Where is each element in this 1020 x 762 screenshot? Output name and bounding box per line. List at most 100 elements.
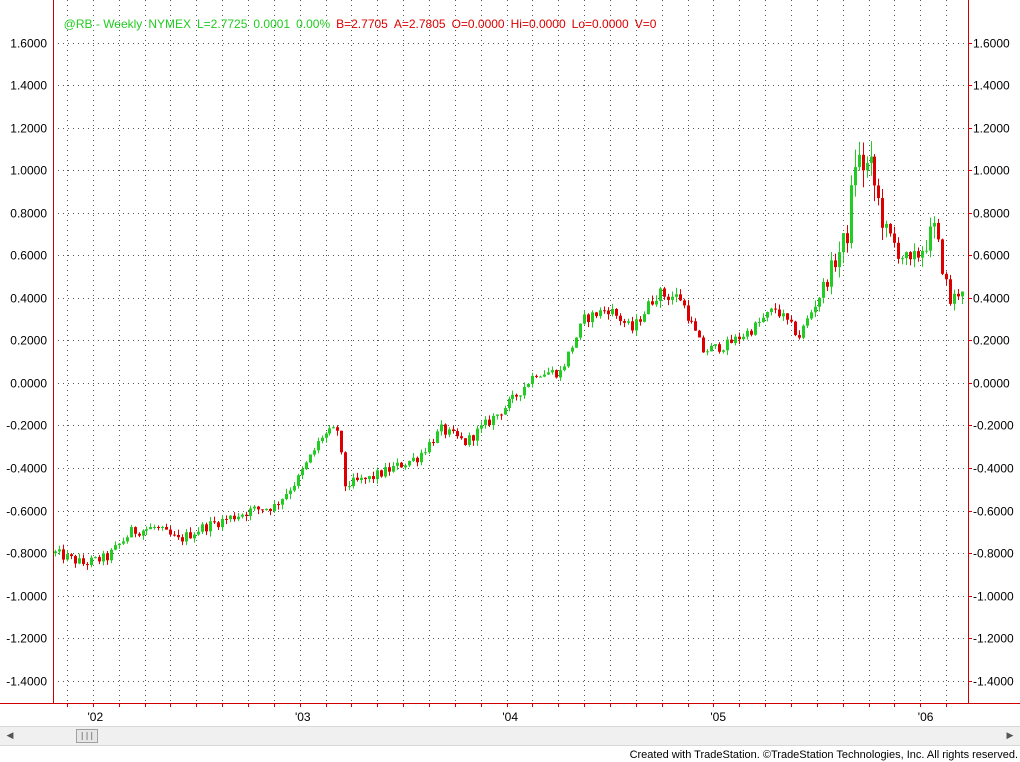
candle-body xyxy=(877,185,880,199)
candle-body xyxy=(543,374,546,377)
y-tick-label-left: -0.8000 xyxy=(6,547,47,561)
candle-body xyxy=(953,293,956,304)
y-tick-label-right: 0.8000 xyxy=(973,207,1010,221)
candle-body xyxy=(555,370,558,378)
x-tick-label: '04 xyxy=(502,710,518,724)
candle-body xyxy=(153,526,156,528)
candle-body xyxy=(595,312,598,317)
y-tick-label-right: 0.4000 xyxy=(973,292,1010,306)
candle-body xyxy=(563,366,566,371)
y-tick-label-right: 1.6000 xyxy=(973,37,1010,51)
candle-body xyxy=(344,452,347,487)
candle-body xyxy=(679,294,682,301)
candle-body xyxy=(921,250,924,258)
candle-body xyxy=(253,506,256,509)
candle-body xyxy=(317,441,320,451)
candle-body xyxy=(591,312,594,323)
candle-body xyxy=(539,376,542,378)
low-price: Lo=0.0000 xyxy=(571,17,629,31)
candle-body xyxy=(822,282,825,298)
candle-body xyxy=(519,395,522,397)
candle-body xyxy=(710,345,713,352)
y-tick-label-right: -1.4000 xyxy=(973,675,1014,689)
candle-body xyxy=(142,530,145,536)
candle-body xyxy=(492,415,495,426)
candle-body xyxy=(913,251,916,260)
symbol-label: @RB - Weekly xyxy=(63,17,143,31)
candle-body xyxy=(476,428,479,441)
candle-body xyxy=(464,438,467,446)
candle-body xyxy=(933,222,936,227)
candle-body xyxy=(297,475,300,486)
candle-body xyxy=(587,314,590,323)
candle-body xyxy=(86,564,89,566)
candle-body xyxy=(754,322,757,335)
candle-body xyxy=(54,551,57,554)
candle-body xyxy=(635,319,638,331)
candle-body xyxy=(157,526,160,528)
candle-body xyxy=(313,450,316,455)
x-tick-label: '02 xyxy=(88,710,104,724)
percent-change: 0.00% xyxy=(296,17,331,31)
candle-body xyxy=(647,301,650,315)
candle-body xyxy=(460,436,463,439)
candle-body xyxy=(762,317,765,322)
candle-body xyxy=(929,226,932,251)
left-arrow-icon[interactable]: ◀ xyxy=(6,731,14,741)
candle-body xyxy=(448,429,451,435)
candle-body xyxy=(535,375,538,377)
candle-body xyxy=(511,394,514,399)
candle-body xyxy=(551,370,554,373)
candle-body xyxy=(758,321,761,323)
y-tick-label-right: 1.2000 xyxy=(973,122,1010,136)
y-tick-label-right: -0.6000 xyxy=(973,505,1014,519)
candle-body xyxy=(301,469,304,476)
candle-body xyxy=(70,554,73,557)
candle-body xyxy=(149,527,152,530)
y-tick-label-right: 0.2000 xyxy=(973,334,1010,348)
candle-body xyxy=(480,425,483,429)
candle-body xyxy=(281,499,284,505)
candle-body xyxy=(850,185,853,244)
scrollbar-thumb[interactable]: ||| xyxy=(76,729,98,743)
candle-body xyxy=(862,154,865,171)
candle-body xyxy=(257,506,260,510)
candle-body xyxy=(173,534,176,536)
candle-body xyxy=(245,514,248,517)
candle-body xyxy=(905,252,908,259)
candle-body xyxy=(201,524,204,532)
candle-body xyxy=(945,273,948,280)
candle-body xyxy=(738,336,741,340)
candle-body xyxy=(854,167,857,186)
candle-body xyxy=(675,294,678,297)
candle-body xyxy=(690,320,693,322)
horizontal-scrollbar[interactable]: ◀ ||| ▶ xyxy=(0,726,1020,746)
candle-body xyxy=(889,223,892,234)
y-tick-label-left: 0.6000 xyxy=(10,249,47,263)
candle-body xyxy=(750,330,753,335)
candle-body xyxy=(873,156,876,186)
candle-body xyxy=(858,154,861,168)
candle-body xyxy=(802,325,805,338)
candle-body xyxy=(368,476,371,480)
candle-body xyxy=(118,543,121,546)
candle-body xyxy=(870,156,873,164)
candle-body xyxy=(698,330,701,338)
candle-body xyxy=(651,301,654,305)
candle-body xyxy=(456,431,459,437)
right-arrow-icon[interactable]: ▶ xyxy=(1006,731,1014,741)
candle-body xyxy=(273,504,276,512)
candle-body xyxy=(185,532,188,542)
price-bars xyxy=(54,141,964,570)
y-tick-label-left: -1.2000 xyxy=(6,632,47,646)
candle-body xyxy=(726,339,729,351)
candle-body xyxy=(484,419,487,426)
candle-body xyxy=(325,433,328,438)
candle-body xyxy=(547,372,550,375)
candle-body xyxy=(810,312,813,319)
copyright-footer: Created with TradeStation. ©TradeStation… xyxy=(629,749,1018,761)
candle-body xyxy=(627,321,630,323)
candle-body xyxy=(348,486,351,488)
candle-body xyxy=(412,457,415,461)
candle-body xyxy=(746,330,749,337)
